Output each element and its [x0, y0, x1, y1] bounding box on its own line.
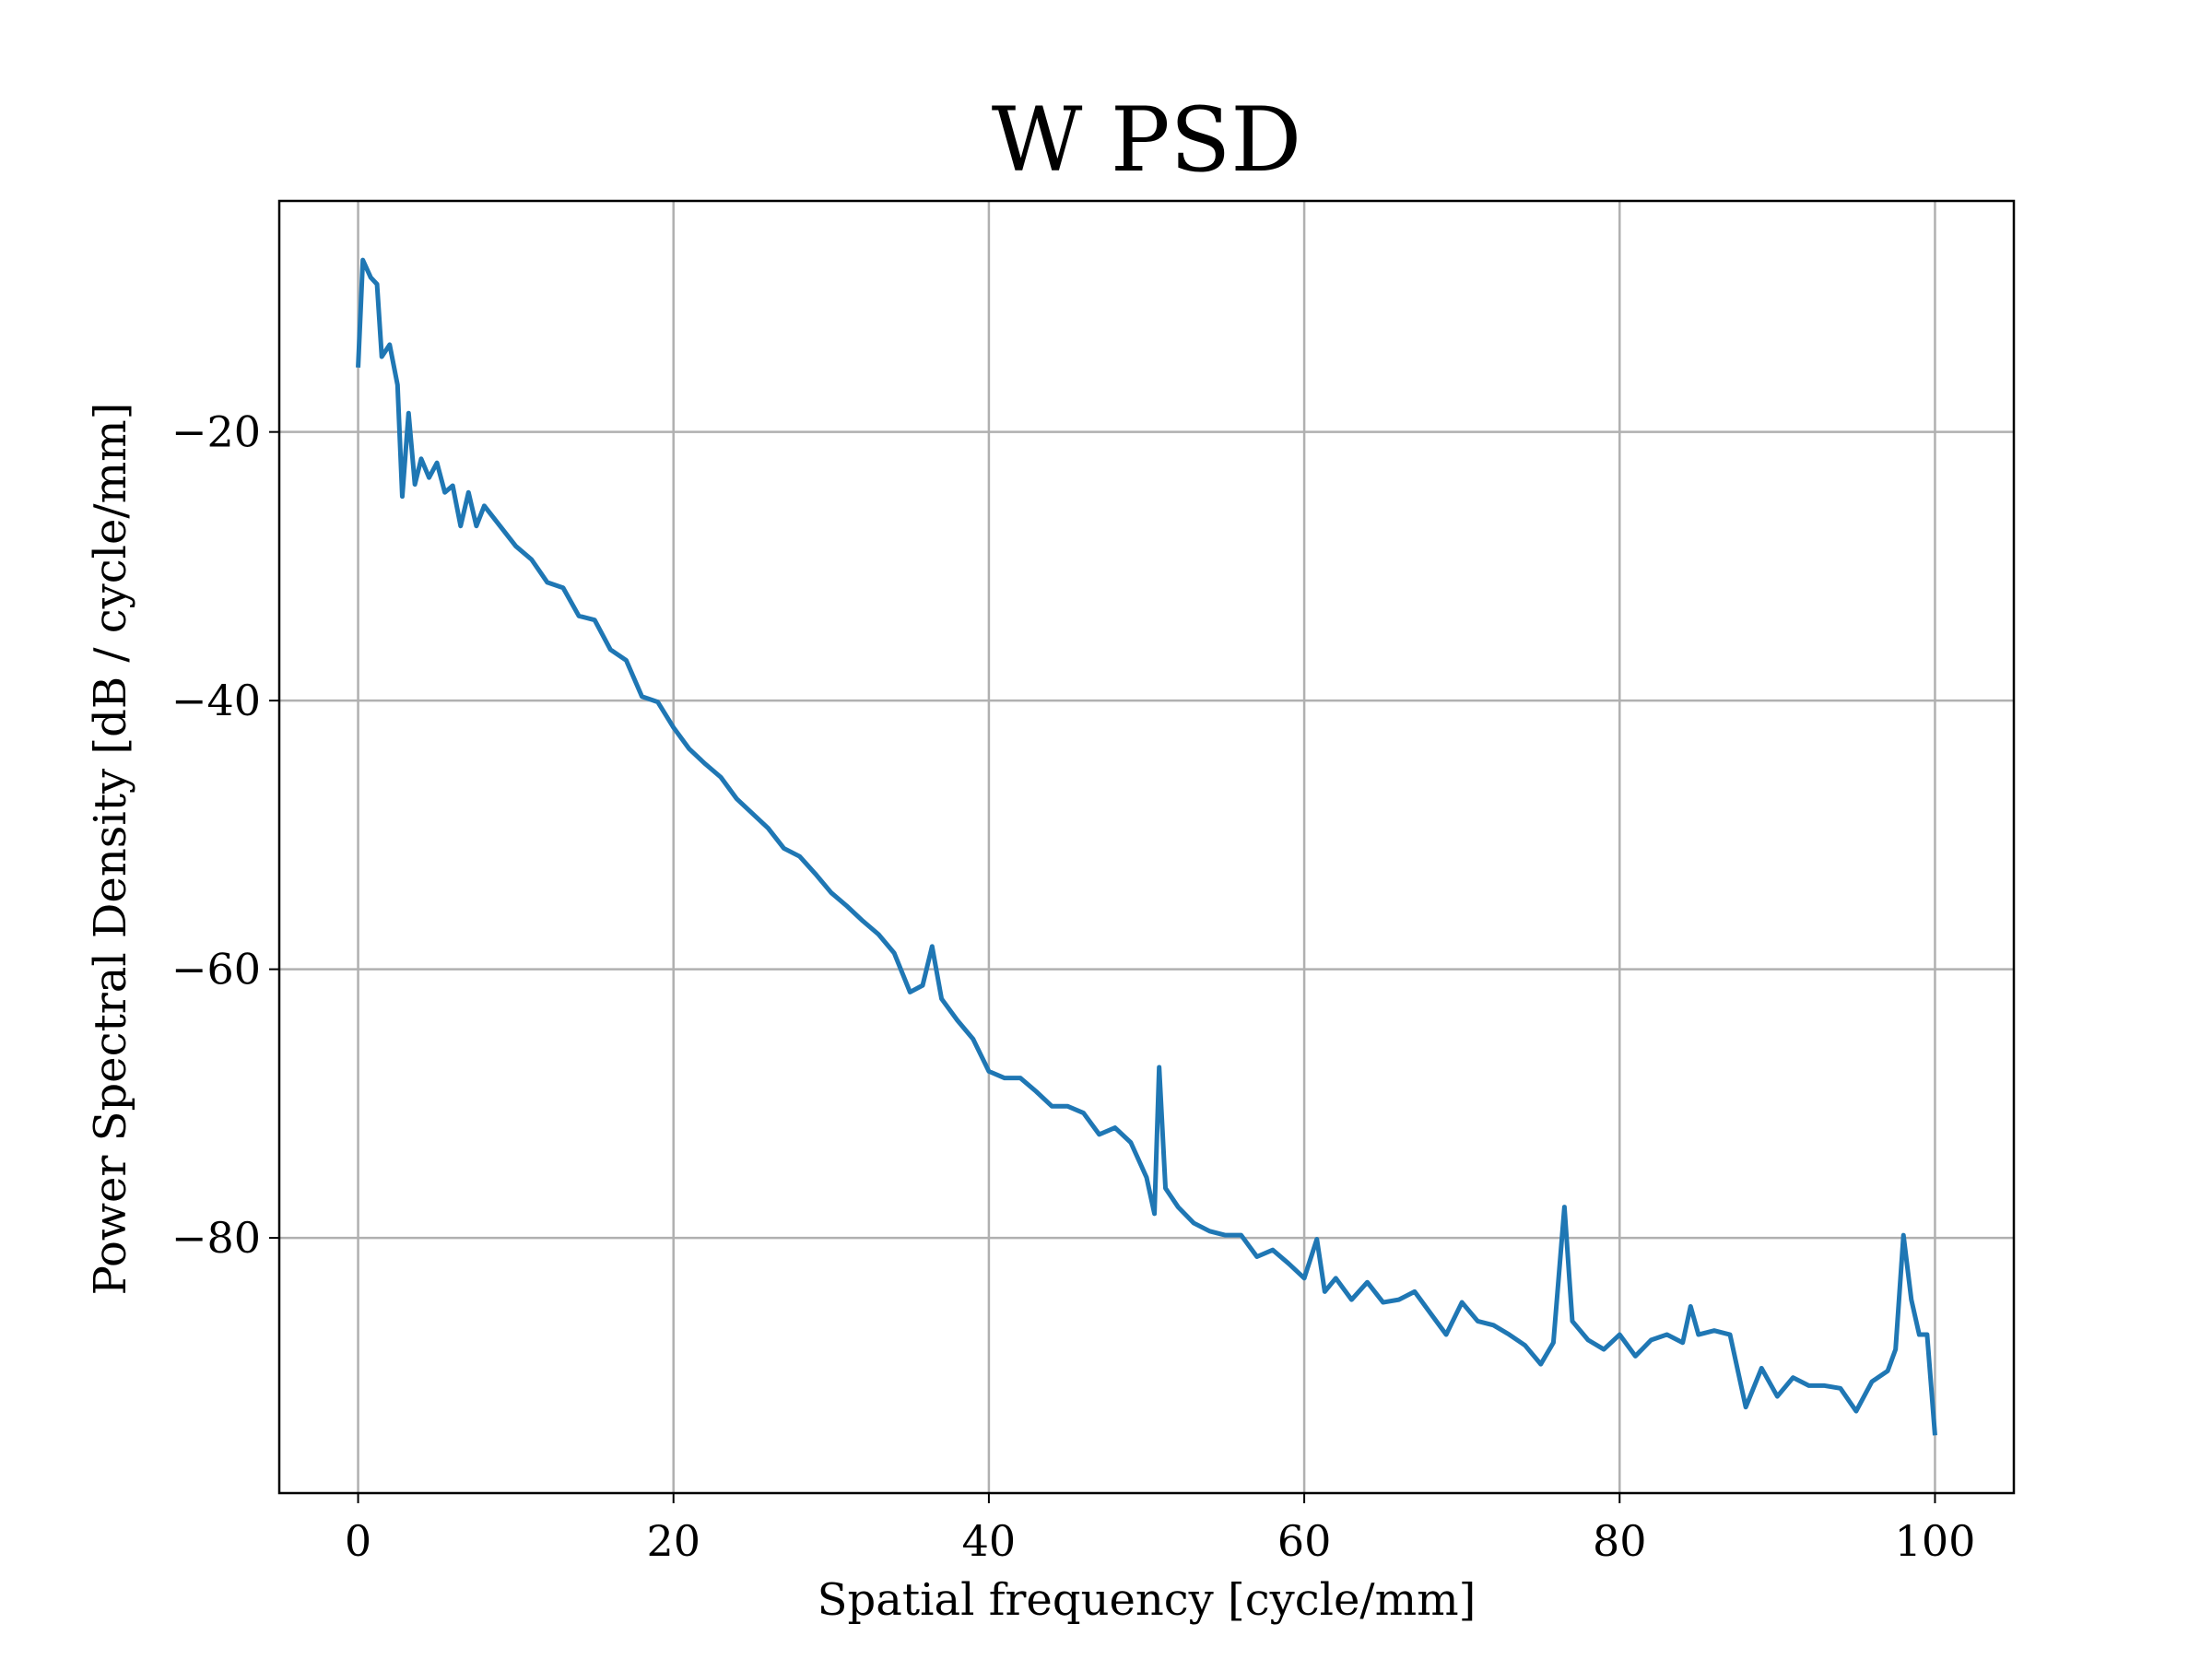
chart-title: W PSD	[992, 88, 1302, 192]
x-tick-label: 60	[1277, 1516, 1332, 1566]
x-tick-label: 40	[962, 1516, 1017, 1566]
x-tick-label: 80	[1593, 1516, 1647, 1566]
plot-frame	[277, 199, 2016, 1495]
data-line	[356, 257, 1937, 1436]
y-axis-label: Power Spectral Density [dB / cycle/mm]	[85, 403, 136, 1296]
y-tick-label: −40	[171, 676, 261, 725]
x-tick-label: 100	[1895, 1516, 1976, 1566]
x-tick-label: 0	[345, 1516, 371, 1566]
y-tick-label: −80	[171, 1213, 261, 1263]
y-tick-label: −60	[171, 945, 261, 994]
x-tick-label: 20	[646, 1516, 700, 1566]
y-tick-label: −20	[171, 407, 261, 457]
x-axis-label: Spatial frequency [cycle/mm]	[818, 1574, 1477, 1626]
